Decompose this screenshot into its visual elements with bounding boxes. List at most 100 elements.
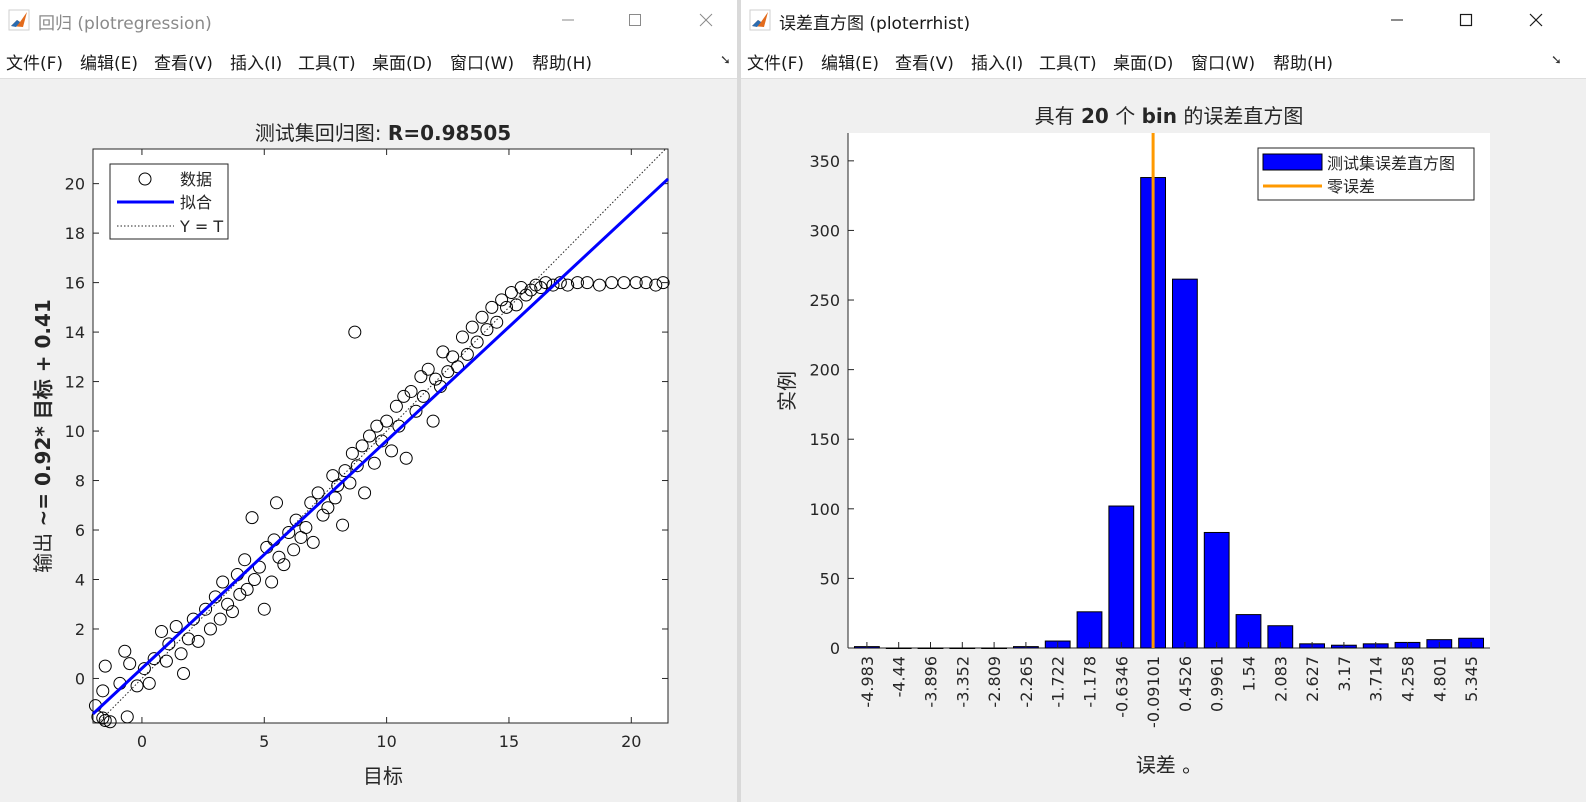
- x-tick-label: 5: [259, 732, 269, 751]
- x-axis-label: 目标: [363, 764, 403, 788]
- identity-line: [97, 148, 666, 724]
- maximize-button[interactable]: [1443, 0, 1489, 40]
- data-point: [358, 486, 372, 500]
- data-point: [225, 605, 239, 619]
- x-tick-label: 20: [621, 732, 641, 751]
- data-point: [389, 399, 403, 413]
- chart-title: 具有 20 个 bin 的误差直方图: [1035, 104, 1304, 128]
- dock-arrow-icon[interactable]: ➘: [1551, 53, 1562, 68]
- menu-tools[interactable]: 工具(T): [1039, 54, 1097, 74]
- histogram-bar: [917, 647, 944, 649]
- dock-arrow-icon[interactable]: ➘: [720, 53, 731, 68]
- data-point: [355, 439, 369, 453]
- menu-file[interactable]: 文件(F): [747, 54, 805, 74]
- fit-line: [91, 177, 670, 715]
- data-point: [277, 558, 291, 572]
- menu-insert[interactable]: 插入(I): [230, 54, 283, 74]
- y-tick-label: 0: [75, 669, 85, 688]
- data-point: [174, 647, 188, 661]
- plot-area[interactable]: [92, 148, 669, 724]
- data-point: [421, 362, 435, 376]
- data-point: [130, 679, 144, 693]
- menu-tools[interactable]: 工具(T): [298, 54, 356, 74]
- data-point: [399, 451, 413, 465]
- data-point: [534, 281, 548, 295]
- data-point: [282, 525, 296, 539]
- data-point: [629, 276, 643, 290]
- data-point: [252, 560, 266, 574]
- data-point: [656, 276, 670, 290]
- menu-insert[interactable]: 插入(I): [971, 54, 1024, 74]
- y-tick-label: 12: [65, 373, 85, 392]
- y-tick-label: 50: [820, 569, 840, 588]
- error-histogram-window: 误差直方图 (ploterrhist) 文件(F) 编辑(E) 查看(V) 插入…: [741, 0, 1586, 802]
- x-tick-label: 0.4526: [1176, 656, 1195, 712]
- x-tick-label: 4.801: [1430, 656, 1449, 702]
- histogram-bar: [1076, 611, 1103, 649]
- y-tick-label: 100: [809, 500, 840, 519]
- data-point: [191, 634, 205, 648]
- y-tick-label: 250: [809, 291, 840, 310]
- maximize-button[interactable]: [612, 0, 658, 40]
- data-point: [546, 278, 560, 292]
- data-point: [519, 288, 533, 302]
- title-bar[interactable]: 回归 (plotregression): [0, 0, 737, 40]
- y-tick-label: 4: [75, 571, 85, 590]
- data-point: [265, 575, 279, 589]
- minimize-button[interactable]: [545, 0, 591, 40]
- title-bar[interactable]: 误差直方图 (ploterrhist): [741, 0, 1586, 40]
- histogram-bar: [981, 647, 1008, 649]
- menu-help[interactable]: 帮助(H): [1273, 54, 1334, 74]
- y-tick-label: 200: [809, 361, 840, 380]
- data-point: [470, 335, 484, 349]
- menu-window[interactable]: 窗口(W): [450, 54, 515, 74]
- menu-desktop[interactable]: 桌面(D): [372, 54, 433, 74]
- regression-figure: 测试集回归图: R=0.98505 0 5 10 15 20 0 2 4 6 8 10 12 14 16 1…: [0, 79, 737, 802]
- data-point: [514, 281, 528, 295]
- menu-view[interactable]: 查看(V): [154, 54, 213, 74]
- data-point: [429, 372, 443, 386]
- x-tick-label: -2.809: [985, 656, 1004, 708]
- legend[interactable]: 数据 拟合 Y = T: [109, 163, 229, 240]
- data-point: [169, 620, 183, 634]
- data-point: [159, 654, 173, 668]
- menu-edit[interactable]: 编辑(E): [821, 54, 880, 74]
- menu-help[interactable]: 帮助(H): [532, 54, 593, 74]
- x-tick-label: 0.9961: [1208, 656, 1227, 712]
- data-point: [120, 710, 134, 724]
- data-point: [416, 389, 430, 403]
- data-point: [118, 644, 132, 658]
- close-button[interactable]: [683, 0, 729, 40]
- data-point: [213, 612, 227, 626]
- x-tick-label: 3.714: [1367, 656, 1386, 702]
- menu-edit[interactable]: 编辑(E): [80, 54, 139, 74]
- close-icon: [1529, 13, 1543, 27]
- x-tick-label: 1.54: [1240, 656, 1259, 692]
- x-tick-label: -2.265: [1017, 656, 1036, 708]
- x-tick-label: -0.6346: [1112, 656, 1131, 718]
- x-tick-label: 4.258: [1399, 656, 1418, 702]
- minimize-button[interactable]: [1374, 0, 1420, 40]
- menu-view[interactable]: 查看(V): [895, 54, 954, 74]
- legend-label-data: 数据: [180, 170, 212, 189]
- data-point: [539, 276, 553, 290]
- histogram-bar: [885, 647, 912, 649]
- data-point: [155, 624, 169, 638]
- plot-area[interactable]: [848, 133, 1490, 648]
- data-point: [96, 684, 110, 698]
- close-button[interactable]: [1513, 0, 1559, 40]
- menu-file[interactable]: 文件(F): [6, 54, 64, 74]
- menu-desktop[interactable]: 桌面(D): [1113, 54, 1174, 74]
- histogram-bar: [949, 647, 976, 649]
- data-point: [299, 521, 313, 535]
- menu-window[interactable]: 窗口(W): [1191, 54, 1256, 74]
- data-point: [409, 404, 423, 418]
- matlab-icon: [749, 9, 771, 31]
- x-tick-label: -4.44: [890, 656, 909, 697]
- data-point: [199, 602, 213, 616]
- matlab-icon: [8, 9, 30, 31]
- regression-plot: 测试集回归图: R=0.98505 0 5 10 15 20 0 2 4 6 8 10 12 14 16 1…: [31, 121, 670, 788]
- data-point: [306, 535, 320, 549]
- legend[interactable]: 测试集误差直方图 零误差: [1257, 147, 1475, 201]
- x-tick-label: 15: [499, 732, 519, 751]
